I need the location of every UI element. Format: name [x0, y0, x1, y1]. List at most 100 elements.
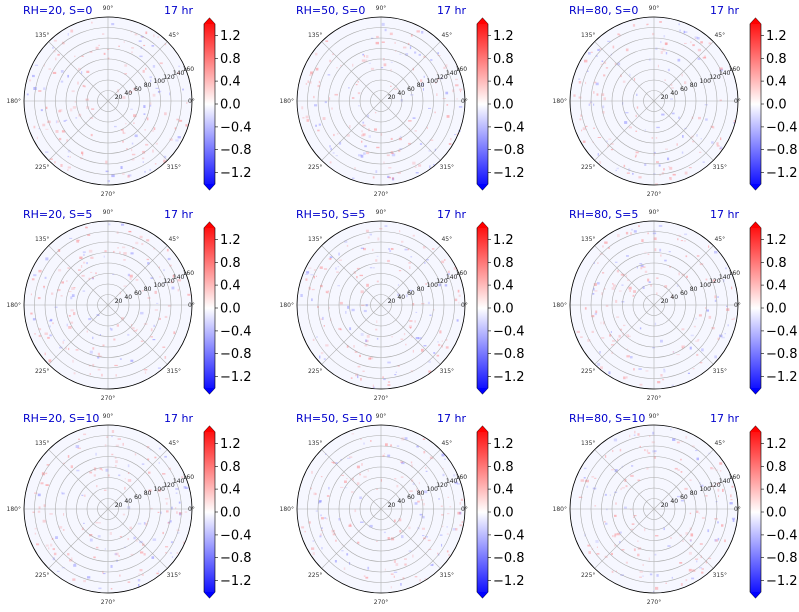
heatmap-cell [162, 346, 166, 348]
heatmap-cell [612, 45, 615, 49]
heatmap-cell [610, 552, 613, 555]
heatmap-cell [664, 259, 667, 262]
heatmap-cell [398, 149, 401, 152]
heatmap-cell [390, 137, 393, 140]
heatmap-cell [336, 271, 339, 273]
heatmap-cell [67, 155, 69, 158]
heatmap-cell [73, 372, 76, 375]
heatmap-cell [69, 559, 73, 562]
heatmap-cell [169, 552, 172, 554]
heatmap-cell [618, 34, 621, 37]
radial-tick-label: 60 [134, 494, 142, 501]
angular-grid-line [594, 100, 655, 161]
heatmap-cell [582, 127, 587, 131]
polar-frame [296, 220, 466, 390]
heatmap-cell [681, 73, 683, 77]
radial-tick-label: 120 [436, 482, 448, 489]
heatmap-cell [616, 62, 621, 66]
radial-tick-label: 100 [154, 78, 166, 85]
heatmap-cell [602, 111, 605, 114]
heatmap-cell [309, 521, 311, 524]
heatmap-cell [659, 248, 662, 252]
heatmap-cell [652, 347, 655, 349]
heatmap-cell [177, 136, 181, 139]
heatmap-cell [620, 273, 625, 276]
heatmap-cell [459, 524, 463, 527]
heatmap-cell [33, 274, 37, 277]
heatmap-cell [358, 105, 360, 107]
heatmap-cell [419, 143, 423, 145]
heatmap-cell [639, 576, 642, 578]
heatmap-cell [708, 315, 712, 319]
angle-tick-label: 135° [308, 440, 322, 447]
heatmap-cell [89, 471, 93, 474]
heatmap-cell [725, 267, 727, 270]
radial-tick-label: 40 [124, 294, 132, 301]
heatmap-cell [627, 335, 631, 338]
heatmap-cell [86, 70, 90, 73]
heatmap-cell [620, 488, 622, 491]
heatmap-cell [377, 237, 380, 241]
angular-grid-line [653, 304, 714, 365]
heatmap-cell [630, 232, 632, 235]
heatmap-cell [671, 112, 675, 115]
heatmap-cell [363, 247, 366, 251]
heatmap-cell [52, 322, 54, 325]
heatmap-cell [311, 288, 315, 291]
colorbar-tick-label: 0.8 [766, 460, 787, 475]
heatmap-cell [52, 46, 54, 49]
heatmap-cell [391, 153, 396, 157]
heatmap-cell [149, 449, 153, 451]
colorbar: 1.20.80.40.0−0.4−0.8−1.2 [203, 221, 252, 395]
heatmap-cell [445, 91, 449, 95]
colorbar-tick-label: 0.4 [766, 483, 787, 498]
heatmap-cell [660, 339, 663, 343]
colorbar-tick-label: −0.8 [220, 551, 252, 566]
heatmap-cell [628, 286, 632, 290]
heatmap-cell [89, 117, 94, 119]
heatmap-cell [357, 375, 359, 379]
heatmap-cell [599, 48, 603, 50]
heatmap-cell [119, 251, 121, 254]
heatmap-cell [589, 102, 591, 104]
colorbar-tick-label: 1.2 [220, 29, 241, 44]
heatmap-cell [114, 457, 117, 459]
colorbar-bar [203, 17, 216, 191]
heatmap-cell [642, 575, 644, 577]
heatmap-cell [685, 435, 688, 439]
heatmap-cell [607, 144, 610, 148]
heatmap-cell [714, 539, 717, 542]
radial-tick-label: 80 [690, 490, 698, 497]
heatmap-cell [82, 84, 85, 87]
heatmap-cell [430, 59, 433, 61]
radial-tick-label: 160 [729, 474, 741, 481]
heatmap-cell [629, 434, 631, 438]
angle-tick-label: 0° [188, 302, 195, 309]
heatmap-cell [680, 499, 684, 502]
angular-grid-line [594, 304, 655, 365]
heatmap-cell [445, 346, 449, 349]
heatmap-cell [37, 297, 41, 300]
colorbar-tick-label: −0.8 [766, 347, 798, 362]
heatmap-cell [602, 245, 604, 248]
angle-tick-label: 90° [649, 209, 660, 216]
heatmap-cell [672, 438, 676, 441]
heatmap-cell [640, 264, 644, 267]
heatmap-cell [701, 348, 704, 352]
heatmap-cell [582, 140, 586, 143]
heatmap-cell [408, 550, 412, 552]
heatmap-cell [696, 353, 699, 356]
heatmap-cell [683, 30, 686, 34]
heatmap-cell [414, 51, 417, 54]
heatmap-cell [158, 447, 161, 450]
heatmap-cell [702, 161, 705, 163]
heatmap-cell [365, 229, 369, 233]
heatmap-cell [395, 563, 399, 566]
heatmap-cell [332, 53, 334, 56]
heatmap-cell [42, 519, 46, 523]
heatmap-cell [62, 341, 64, 344]
heatmap-cell [397, 293, 400, 296]
heatmap-cell [654, 553, 657, 556]
heatmap-cell [320, 352, 324, 355]
heatmap-cell [372, 176, 375, 179]
